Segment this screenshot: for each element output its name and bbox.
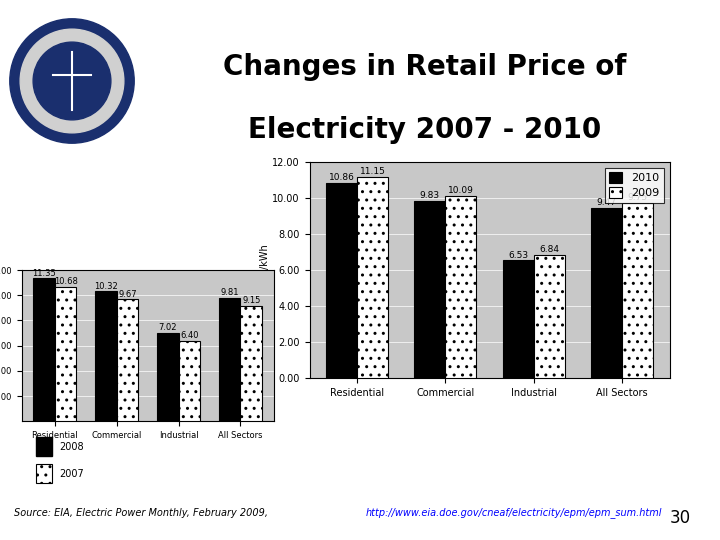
Circle shape (10, 19, 134, 143)
Bar (55, 287, 76, 421)
Bar (36, 437, 52, 456)
Text: 2007: 2007 (59, 469, 84, 479)
Bar (591, 207, 622, 378)
Bar (240, 306, 262, 421)
Text: 9.15: 9.15 (242, 296, 261, 305)
Text: 6.84: 6.84 (539, 245, 559, 254)
Text: 10.09: 10.09 (448, 186, 474, 195)
Legend: 2010, 2009: 2010, 2009 (605, 167, 664, 202)
Bar (179, 341, 200, 421)
Bar (95, 291, 117, 421)
Text: 9.83: 9.83 (420, 191, 440, 200)
Bar (36, 464, 52, 483)
Text: Changes in Retail Price of: Changes in Retail Price of (223, 53, 626, 81)
Text: 10.68: 10.68 (53, 277, 78, 286)
Text: 2008: 2008 (59, 442, 84, 452)
Bar (534, 255, 564, 378)
Text: 10.32: 10.32 (94, 281, 117, 291)
Circle shape (20, 29, 124, 133)
Bar (415, 201, 446, 378)
Bar (622, 202, 653, 378)
Text: Source: EIA, Electric Power Monthly, February 2009,: Source: EIA, Electric Power Monthly, Feb… (14, 508, 271, 518)
Bar (157, 333, 179, 421)
Bar (33, 278, 55, 421)
Bar (117, 299, 138, 421)
Bar (219, 298, 240, 421)
Text: 30: 30 (670, 509, 691, 528)
Text: 9.81: 9.81 (220, 288, 239, 297)
Text: 10.86: 10.86 (328, 173, 354, 181)
Bar (357, 177, 388, 378)
Text: 9.47: 9.47 (597, 198, 617, 207)
Text: 6.40: 6.40 (180, 331, 199, 340)
Text: Electricity 2007 - 2010: Electricity 2007 - 2010 (248, 116, 601, 144)
Bar (446, 197, 477, 378)
Text: 9.75: 9.75 (628, 193, 648, 201)
Text: 7.02: 7.02 (158, 323, 177, 332)
Y-axis label: Cents/kWh: Cents/kWh (259, 244, 269, 296)
Text: 11.35: 11.35 (32, 268, 55, 278)
Text: http://www.eia.doe.gov/cneaf/electricity/epm/epm_sum.html: http://www.eia.doe.gov/cneaf/electricity… (366, 508, 662, 518)
Text: 11.15: 11.15 (359, 167, 385, 177)
Bar (326, 183, 357, 378)
Text: 9.67: 9.67 (118, 290, 137, 299)
Circle shape (33, 42, 111, 120)
Bar (503, 260, 534, 378)
Text: 6.53: 6.53 (508, 251, 528, 260)
